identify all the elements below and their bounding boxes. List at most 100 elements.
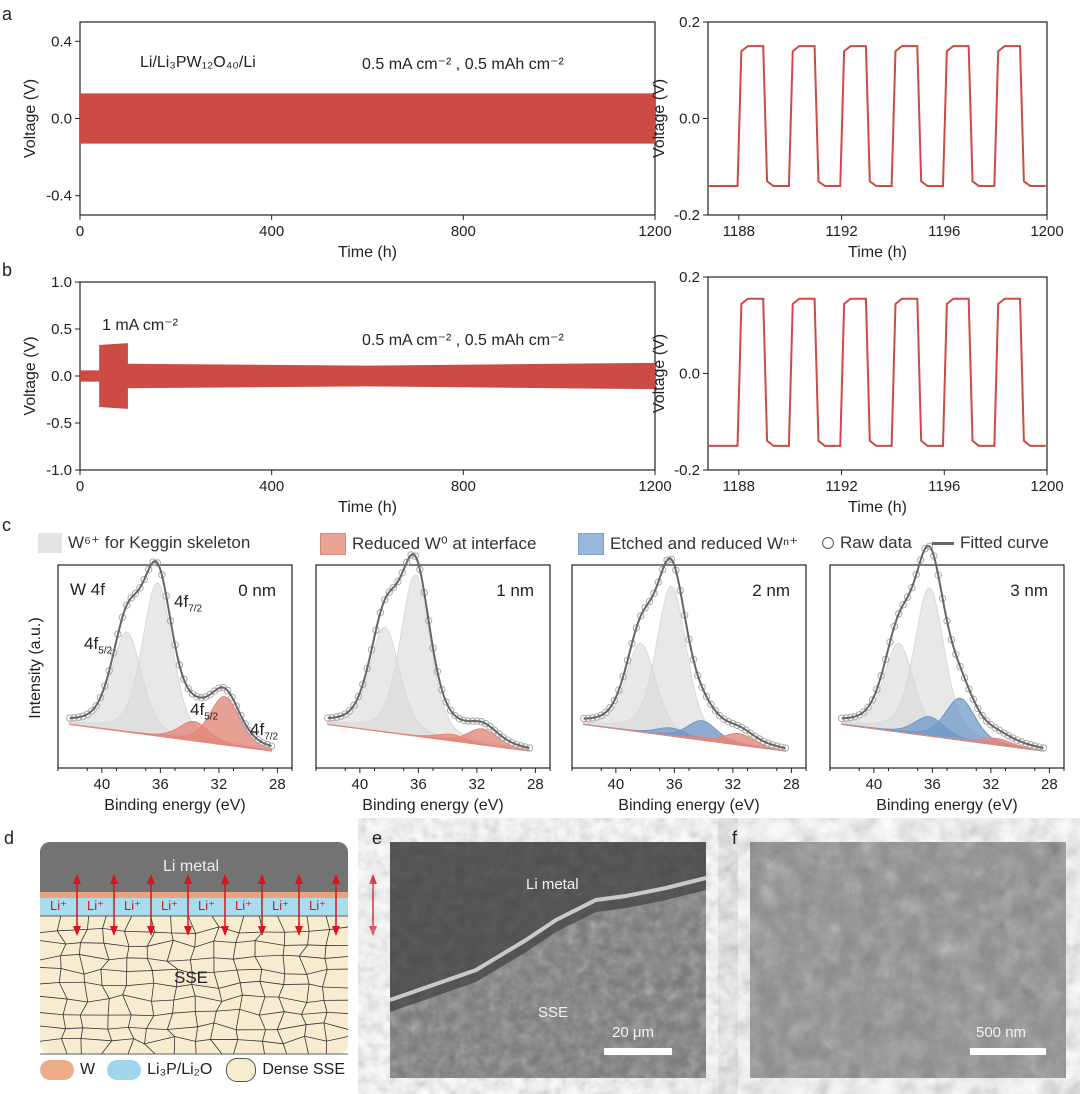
raw-data-point bbox=[729, 719, 737, 728]
grain-boundary bbox=[325, 929, 331, 946]
grain-boundary bbox=[154, 931, 172, 934]
grain-boundary bbox=[122, 994, 152, 1002]
condition-label-b: 0.5 mA cm⁻² , 0.5 mAh cm⁻² bbox=[362, 332, 564, 349]
grain-boundary bbox=[122, 994, 132, 1016]
grain-boundary bbox=[60, 968, 85, 975]
raw-data-point bbox=[1009, 734, 1017, 742]
grain-boundary bbox=[65, 1027, 83, 1030]
grain-boundary bbox=[60, 943, 67, 956]
grain-boundary bbox=[277, 915, 286, 933]
grain-boundary bbox=[122, 985, 127, 995]
grain-boundary bbox=[213, 972, 220, 989]
x-tick-label: 0 bbox=[76, 223, 84, 240]
grain-boundary bbox=[282, 954, 300, 957]
raw-data-point bbox=[873, 685, 881, 694]
grain-boundary bbox=[324, 956, 349, 959]
li3p-li2o-layer bbox=[40, 898, 348, 916]
x-tick-label: 1200 bbox=[1030, 478, 1063, 495]
depth-label: 2 nm bbox=[752, 581, 790, 600]
grain-boundary bbox=[61, 1028, 66, 1039]
grain-boundary bbox=[235, 1009, 241, 1030]
grain-boundary bbox=[80, 942, 104, 944]
peak-text: 4f bbox=[174, 592, 189, 611]
grain-boundary bbox=[282, 955, 286, 974]
grain-boundary bbox=[322, 986, 349, 989]
raw-data-point bbox=[136, 584, 144, 592]
grain-boundary bbox=[283, 1035, 305, 1045]
raw-data-point bbox=[153, 559, 162, 567]
grain-boundary bbox=[147, 939, 174, 947]
raw-data-point bbox=[969, 695, 978, 704]
legend-w6: W⁶⁺ for Keggin skeleton bbox=[38, 533, 250, 553]
raw-data-point bbox=[508, 738, 516, 747]
element-label: W 4f bbox=[70, 580, 105, 599]
grain-boundary bbox=[39, 967, 62, 969]
grain-boundary bbox=[174, 1036, 196, 1042]
y-tick-label: 0.4 bbox=[51, 33, 72, 50]
grain-boundary bbox=[309, 983, 323, 988]
grain-boundary bbox=[258, 1014, 266, 1030]
grain-boundary bbox=[62, 1014, 66, 1029]
grain-boundary bbox=[100, 969, 103, 986]
grain-boundary bbox=[39, 1025, 66, 1030]
grain-boundary bbox=[301, 1011, 328, 1015]
grain-boundary bbox=[82, 1027, 108, 1030]
x-tick-label: 40 bbox=[352, 776, 369, 793]
arrow-head-down bbox=[369, 926, 377, 936]
grain-boundary bbox=[306, 974, 310, 985]
legend-text: W bbox=[80, 1061, 96, 1078]
raw-data-point bbox=[978, 711, 986, 720]
grain-boundary bbox=[306, 1022, 324, 1026]
line-icon bbox=[932, 541, 954, 545]
grain-boundary bbox=[238, 915, 245, 934]
x-tick-label: 36 bbox=[152, 776, 169, 793]
raw-data-point bbox=[503, 736, 512, 744]
grain-boundary bbox=[324, 945, 327, 959]
raw-data-point bbox=[92, 702, 100, 710]
y-tick-label: -0.5 bbox=[46, 415, 72, 432]
grain-boundary bbox=[108, 957, 127, 961]
scale-bar-label: 20 μm bbox=[612, 1024, 654, 1041]
grain-boundary bbox=[191, 973, 193, 985]
grain-boundary bbox=[213, 940, 236, 944]
raw-data-point bbox=[1013, 736, 1021, 744]
x-tick-label: 1192 bbox=[825, 223, 857, 240]
raw-data-point bbox=[641, 604, 649, 612]
grain-boundary bbox=[131, 1014, 154, 1017]
grain-boundary bbox=[152, 968, 178, 971]
grain-boundary bbox=[307, 931, 310, 945]
grain-boundary bbox=[213, 957, 234, 960]
scale-bar-label: 500 nm bbox=[976, 1024, 1027, 1041]
raw-data-point bbox=[87, 707, 96, 715]
fitted-curve bbox=[583, 557, 786, 750]
scale-bar bbox=[604, 1048, 672, 1055]
arrow-head-up bbox=[147, 874, 155, 884]
raw-data-point bbox=[895, 610, 903, 618]
w0-component bbox=[69, 720, 273, 752]
grain-boundary bbox=[62, 998, 68, 1015]
x-tick-label: 800 bbox=[451, 478, 476, 495]
w0-component bbox=[327, 723, 531, 752]
raw-data-point bbox=[96, 693, 105, 702]
grain-boundary bbox=[187, 915, 197, 934]
raw-data-point bbox=[650, 589, 658, 597]
x-axis-label: Time (h) bbox=[848, 499, 907, 516]
legend-text: Fitted curve bbox=[960, 533, 1049, 552]
grain-boundary bbox=[195, 1026, 199, 1042]
grain-boundary bbox=[195, 926, 220, 934]
grain-boundary bbox=[176, 984, 192, 988]
circle-icon bbox=[822, 537, 834, 549]
grain-boundary bbox=[166, 960, 178, 970]
raw-data-point bbox=[601, 708, 610, 717]
grain-boundary bbox=[124, 915, 133, 932]
arrow-head-down bbox=[332, 926, 340, 936]
raw-data-point bbox=[490, 726, 499, 734]
grain-boundary bbox=[39, 1038, 62, 1042]
voltage-envelope bbox=[80, 343, 655, 409]
grain-boundary bbox=[326, 1036, 349, 1042]
grain-boundary bbox=[126, 982, 154, 987]
x-tick-label: 32 bbox=[725, 776, 742, 793]
grain-boundary bbox=[144, 1036, 175, 1045]
legend-text: W⁶⁺ for Keggin skeleton bbox=[68, 533, 251, 552]
grain-boundary bbox=[323, 1012, 328, 1023]
